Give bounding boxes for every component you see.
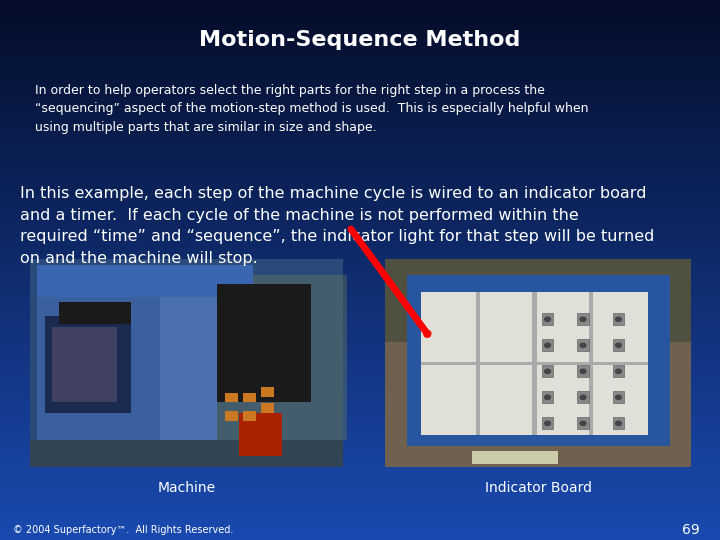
FancyArrowPatch shape (351, 229, 428, 334)
Text: In order to help operators select the right parts for the right step in a proces: In order to help operators select the ri… (35, 84, 588, 134)
Bar (30, 259, 343, 467)
Bar (385, 259, 691, 467)
Text: Motion-Sequence Method: Motion-Sequence Method (199, 30, 521, 51)
Bar (421, 362, 648, 365)
Text: Machine: Machine (158, 481, 216, 495)
Bar (407, 275, 670, 445)
Bar (37, 265, 253, 297)
Bar (59, 302, 131, 324)
Bar (577, 366, 589, 377)
Circle shape (616, 395, 621, 400)
Bar (533, 292, 537, 435)
Bar (542, 313, 554, 325)
Circle shape (616, 343, 621, 347)
Circle shape (580, 421, 586, 426)
Bar (261, 403, 274, 413)
Circle shape (616, 369, 621, 374)
Bar (577, 339, 589, 351)
Bar (613, 366, 624, 377)
Text: Indicator Board: Indicator Board (485, 481, 592, 495)
Circle shape (616, 421, 621, 426)
Circle shape (580, 395, 586, 400)
Text: © 2004 Superfactory™.  All Rights Reserved.: © 2004 Superfactory™. All Rights Reserve… (13, 525, 233, 535)
Bar (243, 393, 256, 402)
Bar (30, 440, 343, 467)
Circle shape (580, 317, 586, 321)
Circle shape (580, 343, 586, 347)
Bar (261, 387, 274, 397)
Circle shape (545, 343, 551, 347)
Bar (217, 284, 311, 402)
Bar (243, 411, 256, 421)
Bar (613, 339, 624, 351)
Bar (472, 451, 558, 464)
Bar (385, 259, 691, 342)
Text: 69: 69 (682, 523, 700, 537)
Bar (542, 417, 554, 429)
Bar (174, 275, 347, 440)
Text: In this example, each step of the machine cycle is wired to an indicator board
a: In this example, each step of the machin… (20, 186, 654, 266)
Bar (160, 270, 217, 440)
Bar (476, 292, 480, 435)
Circle shape (545, 317, 551, 321)
Bar (613, 313, 624, 325)
Bar (542, 366, 554, 377)
Bar (613, 392, 624, 403)
Bar (613, 417, 624, 429)
Circle shape (545, 395, 551, 400)
Bar (542, 392, 554, 403)
Bar (589, 292, 593, 435)
Bar (421, 292, 648, 435)
Bar (52, 327, 117, 402)
Bar (45, 316, 131, 413)
Bar (225, 393, 238, 402)
Bar (577, 417, 589, 429)
Bar (37, 270, 160, 440)
Circle shape (545, 369, 551, 374)
Bar (577, 392, 589, 403)
Circle shape (580, 369, 586, 374)
Bar (225, 411, 238, 421)
Circle shape (545, 421, 551, 426)
Bar (542, 339, 554, 351)
Bar (577, 313, 589, 325)
Bar (239, 413, 282, 456)
Circle shape (616, 317, 621, 321)
